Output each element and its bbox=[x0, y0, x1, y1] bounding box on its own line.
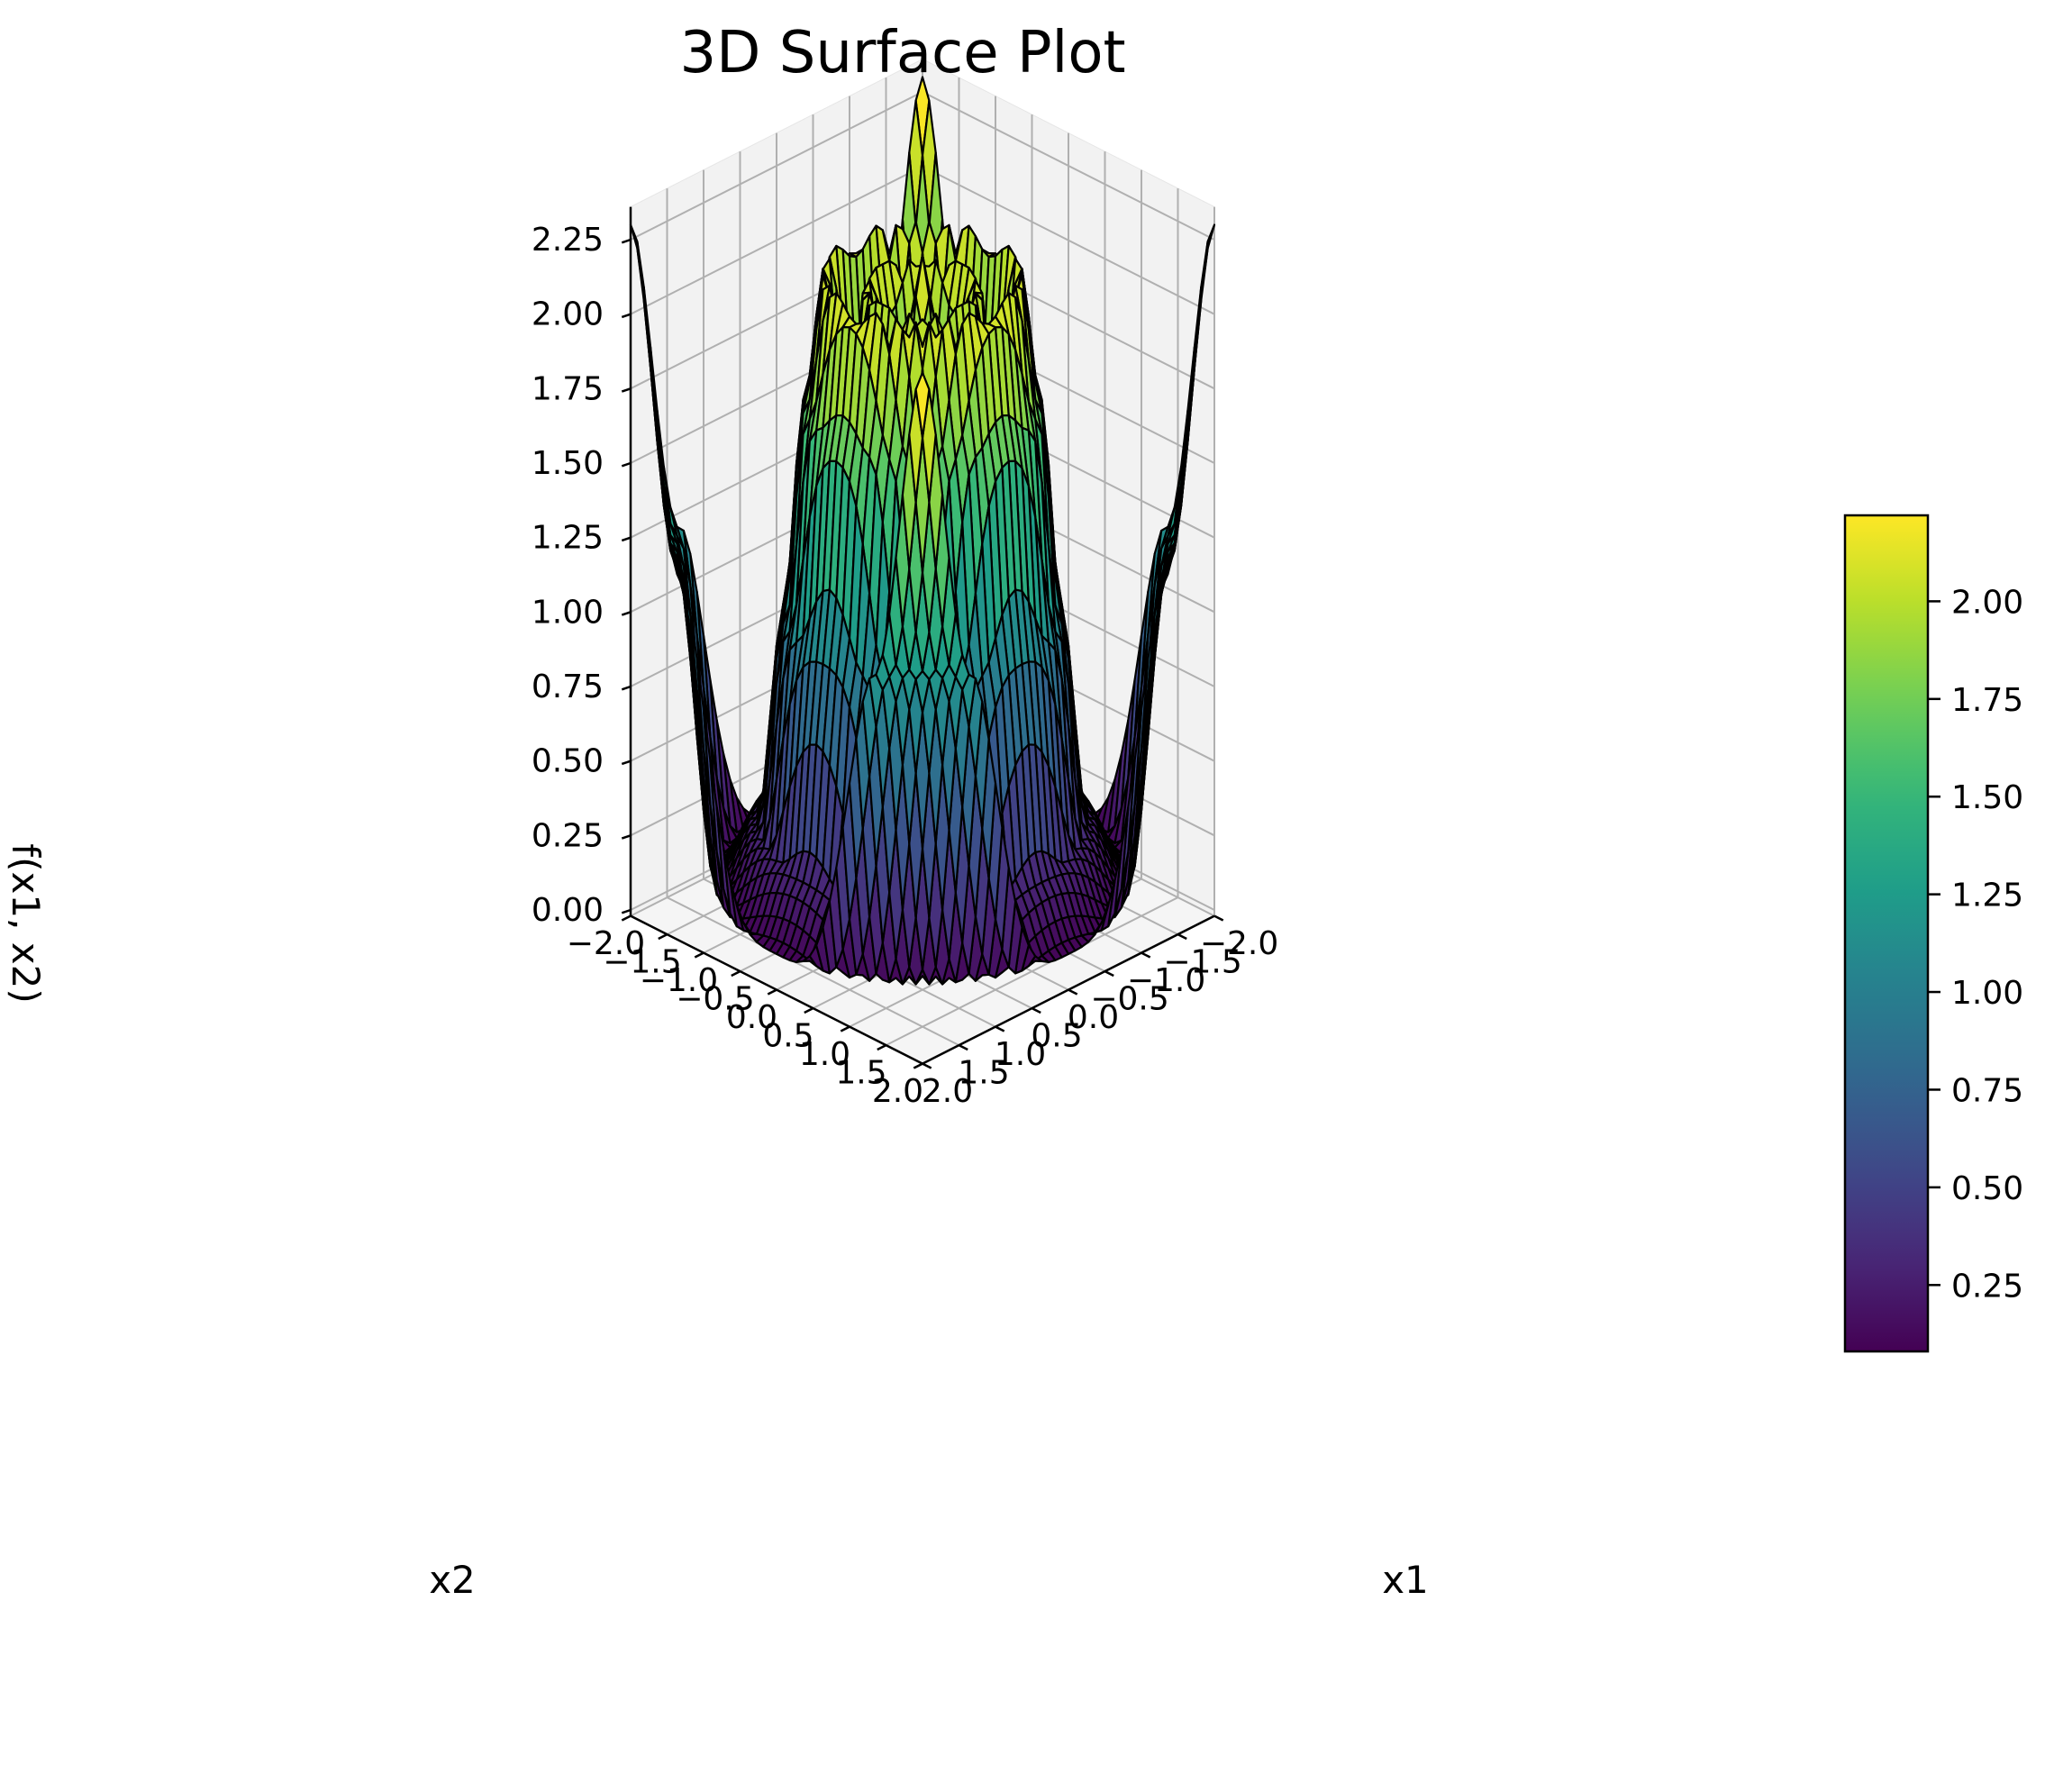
x1-tick-label: 1.5 bbox=[958, 1055, 1009, 1092]
colorbar-tick-label: 0.25 bbox=[1951, 1268, 2023, 1305]
chart-title: 3D Surface Plot bbox=[679, 20, 1125, 86]
x2-tick bbox=[658, 932, 668, 941]
x1-axis-line bbox=[922, 914, 1215, 1065]
z-tick bbox=[621, 313, 632, 319]
x1-tick bbox=[958, 1043, 968, 1051]
z-tick-label: 2.00 bbox=[532, 296, 604, 333]
x2-tick-label: −2.0 bbox=[567, 925, 645, 962]
x2-tick-label: 1.0 bbox=[799, 1036, 850, 1073]
x1-tick bbox=[1177, 932, 1187, 941]
colorbar-tick-label: 0.75 bbox=[1951, 1072, 2023, 1109]
x1-tick-label: 2.0 bbox=[922, 1073, 973, 1110]
x1-tick-label: −1.5 bbox=[1163, 944, 1241, 981]
x2-tick-label: 1.5 bbox=[835, 1055, 886, 1092]
x2-tick-label: 0.0 bbox=[726, 999, 777, 1036]
x2-tick bbox=[621, 914, 632, 922]
x2-axis-line bbox=[630, 914, 923, 1065]
z-tick-label: 1.50 bbox=[532, 445, 604, 482]
x1-tick bbox=[1031, 1006, 1041, 1014]
x2-tick bbox=[877, 1043, 887, 1051]
z-tick-label: 1.75 bbox=[532, 370, 604, 407]
z-tick bbox=[621, 611, 632, 616]
colorbar-tick-label: 2.00 bbox=[1951, 584, 2023, 621]
z-tick bbox=[621, 685, 632, 691]
x1-tick bbox=[1068, 988, 1078, 996]
x-axis-label: x1 bbox=[1382, 1558, 1429, 1602]
z-tick-label: 0.25 bbox=[532, 817, 604, 854]
z-tick-label: 1.00 bbox=[532, 594, 604, 631]
x2-tick-label: −0.5 bbox=[676, 981, 754, 1018]
x1-tick bbox=[1213, 914, 1224, 922]
x2-tick-label: 0.5 bbox=[762, 1018, 813, 1055]
z-tick-label: 1.25 bbox=[532, 520, 604, 557]
colorbar-tick-label: 1.00 bbox=[1951, 975, 2023, 1012]
z-axis-label: f(x1, x2) bbox=[4, 843, 48, 1003]
colorbar-tick-label: 1.50 bbox=[1951, 779, 2023, 816]
axis-lines bbox=[629, 206, 1215, 1065]
z-tick bbox=[621, 760, 632, 766]
z-tick bbox=[621, 461, 632, 468]
colorbar-tick-label: 1.75 bbox=[1951, 682, 2023, 719]
x1-tick bbox=[1104, 969, 1114, 978]
x1-tick bbox=[922, 1062, 932, 1069]
x2-tick-label: 2.0 bbox=[872, 1073, 923, 1110]
x2-tick bbox=[767, 988, 777, 996]
x1-tick-label: −1.0 bbox=[1127, 962, 1205, 999]
colorbar: 0.25 0.50 0.75 1.00 1.25 1.50 1.75 2.00 bbox=[1843, 514, 2023, 1353]
z-tick bbox=[621, 238, 632, 244]
x1-tick-label: −2.0 bbox=[1200, 925, 1278, 962]
x2-tick bbox=[840, 1025, 850, 1032]
x1-tick-label: 0.0 bbox=[1068, 999, 1119, 1036]
x2-tick-label: −1.5 bbox=[603, 944, 681, 981]
y-axis-label: x2 bbox=[429, 1558, 476, 1602]
z-tick-label: 0.75 bbox=[532, 669, 604, 705]
z-tick bbox=[621, 387, 632, 393]
z-tick-label: 0.50 bbox=[532, 743, 604, 780]
z-tick-label: 2.25 bbox=[532, 222, 604, 259]
x1-tick bbox=[1141, 951, 1151, 959]
x1-tick-label: 0.5 bbox=[1031, 1018, 1082, 1055]
x2-tick bbox=[731, 969, 741, 978]
x1-tick bbox=[995, 1025, 1005, 1032]
grid-line-x2-floor bbox=[886, 896, 1178, 1046]
colorbar-tick-label: 0.50 bbox=[1951, 1170, 2023, 1207]
x2-tick bbox=[913, 1062, 923, 1069]
x2-tick bbox=[804, 1006, 814, 1014]
x1-tick-label: 1.0 bbox=[995, 1036, 1046, 1073]
colorbar-gradient bbox=[1843, 514, 1930, 1353]
z-tick-label: 0.00 bbox=[532, 892, 604, 929]
grid-line-x1-floor bbox=[667, 896, 959, 1046]
x2-tick-label: −1.0 bbox=[640, 962, 718, 999]
tick-marks: −2.0−2.0 −1.5−1.5 −1.0−1.0 −0.5−0.5 0.00.0 0.… bbox=[532, 222, 1278, 1110]
x2-tick bbox=[694, 951, 704, 959]
colorbar-tick-label: 1.25 bbox=[1951, 878, 2023, 914]
z-tick bbox=[621, 834, 632, 840]
z-tick bbox=[621, 908, 632, 914]
x1-tick-label: −0.5 bbox=[1090, 981, 1168, 1018]
surface-facet bbox=[914, 371, 931, 439]
surface-mesh bbox=[629, 76, 1216, 986]
z-tick bbox=[621, 536, 632, 542]
